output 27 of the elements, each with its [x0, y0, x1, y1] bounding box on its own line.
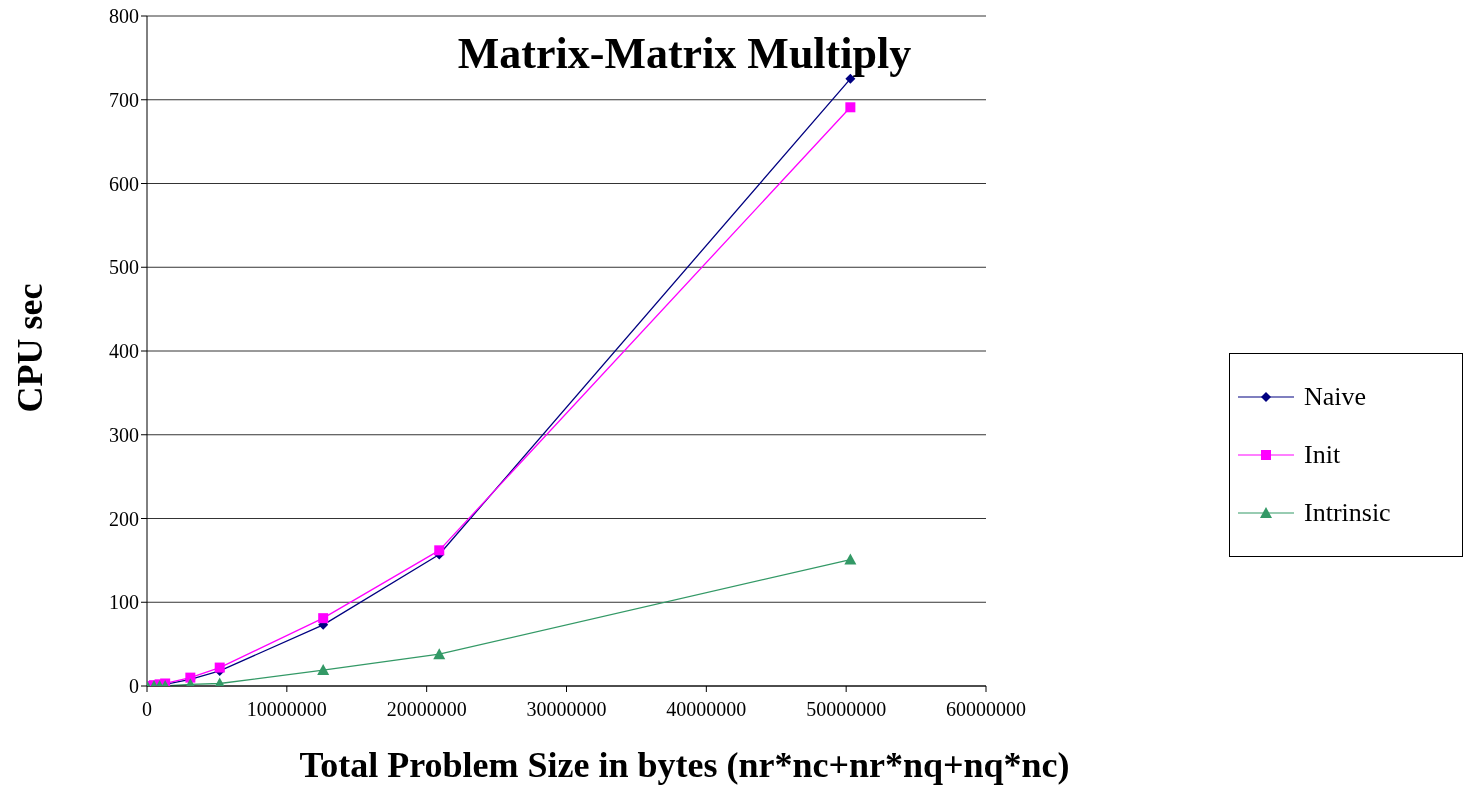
x-tick-label: 50000000 — [806, 698, 887, 721]
chart-title: Matrix-Matrix Multiply — [456, 28, 913, 79]
y-tick-label: 600 — [109, 172, 139, 195]
point — [844, 553, 857, 565]
y-tick-label: 100 — [109, 591, 139, 614]
legend-label: Init — [1304, 440, 1341, 470]
point — [845, 102, 856, 113]
point — [318, 613, 329, 624]
y-tick-label: 300 — [109, 423, 139, 446]
y-tick-label: 500 — [109, 256, 139, 279]
y-tick-label: 400 — [109, 340, 139, 363]
x-axis-title: Total Problem Size in bytes (nr*nc+nr*nq+nq*nc) — [298, 744, 1071, 786]
y-tick-label: 700 — [109, 88, 139, 111]
x-tick-label: 60000000 — [946, 698, 1026, 721]
point — [433, 648, 446, 660]
x-tick-label: 20000000 — [386, 698, 467, 721]
y-tick-label: 800 — [109, 5, 139, 28]
y-axis-title: CPU sec — [9, 283, 51, 412]
legend-label: Intrinsic — [1304, 498, 1391, 528]
x-tick-label: 30000000 — [526, 698, 607, 721]
y-tick-label: 0 — [129, 675, 139, 698]
x-tick-label: 40000000 — [666, 698, 747, 721]
point — [434, 545, 445, 556]
y-tick-label: 200 — [109, 507, 139, 530]
x-tick-label: 10000000 — [246, 698, 327, 721]
legend-label: Naive — [1304, 382, 1367, 412]
point — [317, 664, 330, 676]
